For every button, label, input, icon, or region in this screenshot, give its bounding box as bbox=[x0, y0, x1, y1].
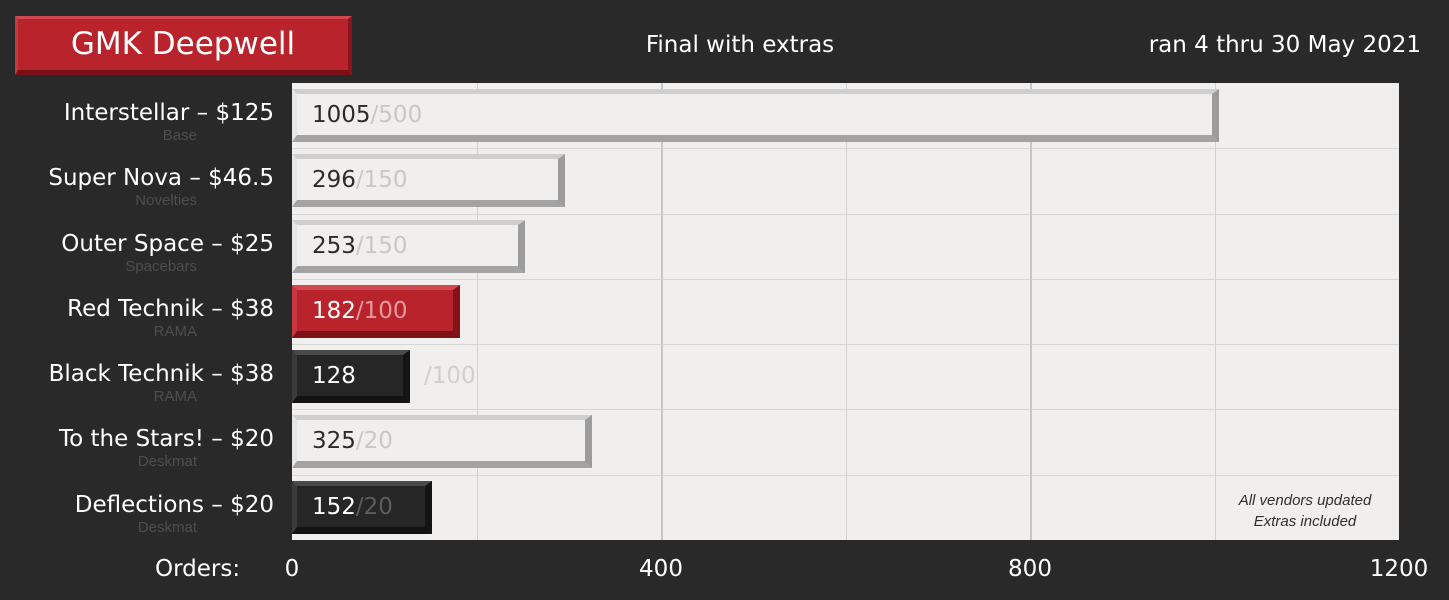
bar bbox=[292, 285, 460, 338]
bar-value: 253 bbox=[312, 233, 356, 259]
bar-value: 1005 bbox=[312, 102, 371, 128]
note-line-1: All vendors updated bbox=[1238, 492, 1372, 509]
gridline-y bbox=[292, 279, 1399, 280]
category-sublabel: Base bbox=[162, 127, 197, 144]
x-axis-title: Orders: bbox=[155, 556, 241, 582]
gridline-y bbox=[292, 475, 1399, 476]
bar bbox=[292, 481, 432, 534]
note-line-2: Extras included bbox=[1253, 513, 1357, 530]
category-label: Black Technik – $38 bbox=[48, 361, 274, 387]
gridline-x bbox=[661, 83, 663, 540]
category-sublabel: RAMA bbox=[153, 388, 197, 405]
bar-minimum: /150 bbox=[355, 233, 408, 259]
category-label: To the Stars! – $20 bbox=[59, 426, 274, 452]
category-label: Deflections – $20 bbox=[74, 492, 274, 518]
bar-value-label: 253/150 bbox=[312, 220, 408, 273]
bar-minimum: /500 bbox=[370, 102, 423, 128]
bar-minimum: /20 bbox=[355, 494, 393, 520]
bar-value-label: 128 bbox=[312, 350, 356, 403]
category-sublabel: Deskmat bbox=[137, 519, 197, 536]
page-title: GMK Deepwell bbox=[15, 16, 352, 75]
x-tick-label: 800 bbox=[1008, 556, 1052, 582]
bar-value-label: 296/150 bbox=[312, 154, 408, 207]
gridline-y bbox=[292, 148, 1399, 149]
bar-minimum: /20 bbox=[355, 428, 393, 454]
bar-value: 325 bbox=[312, 428, 356, 454]
bar-value-label: 182/100 bbox=[312, 285, 408, 338]
gridline-y bbox=[292, 344, 1399, 345]
chart-note: All vendors updated Extras included bbox=[1220, 490, 1390, 532]
category-sublabel: Novelties bbox=[135, 192, 197, 209]
bar bbox=[292, 154, 565, 207]
x-tick-label: 0 bbox=[284, 556, 300, 582]
bar-value: 182 bbox=[312, 298, 356, 324]
bar bbox=[292, 89, 1219, 142]
bar-minimum: /100 bbox=[424, 363, 476, 389]
plot-area: All vendors updated Extras included 1005… bbox=[292, 83, 1399, 540]
bar-value: 296 bbox=[312, 167, 356, 193]
x-tick-label: 400 bbox=[639, 556, 683, 582]
bar-value-label: 152/20 bbox=[312, 481, 393, 534]
category-label: Interstellar – $125 bbox=[63, 100, 274, 126]
category-sublabel: Deskmat bbox=[137, 453, 197, 470]
category-sublabel: RAMA bbox=[153, 323, 197, 340]
gridline-x bbox=[1030, 83, 1032, 540]
gridline-y bbox=[292, 214, 1399, 215]
gridline-y bbox=[292, 409, 1399, 410]
category-sublabel: Spacebars bbox=[125, 258, 197, 275]
bar bbox=[292, 350, 410, 403]
gridline-x bbox=[477, 83, 478, 540]
bar-minimum: /150 bbox=[355, 167, 408, 193]
bar bbox=[292, 415, 592, 468]
gridline-x bbox=[1215, 83, 1216, 540]
bar-minimum: /100 bbox=[355, 298, 408, 324]
bar-value-label: 325/20 bbox=[312, 415, 393, 468]
category-label: Red Technik – $38 bbox=[67, 296, 274, 322]
x-tick-label: 1200 bbox=[1369, 556, 1429, 582]
bar-value: 152 bbox=[312, 494, 356, 520]
bar bbox=[292, 220, 525, 273]
chart-subtitle: Final with extras bbox=[645, 32, 835, 58]
category-label: Super Nova – $46.5 bbox=[48, 165, 274, 191]
bar-value: 128 bbox=[312, 363, 356, 389]
category-label: Outer Space – $25 bbox=[61, 231, 274, 257]
bar-value-label: 1005/500 bbox=[312, 89, 422, 142]
gridline-x bbox=[846, 83, 847, 540]
date-range: ran 4 thru 30 May 2021 bbox=[1148, 32, 1421, 58]
